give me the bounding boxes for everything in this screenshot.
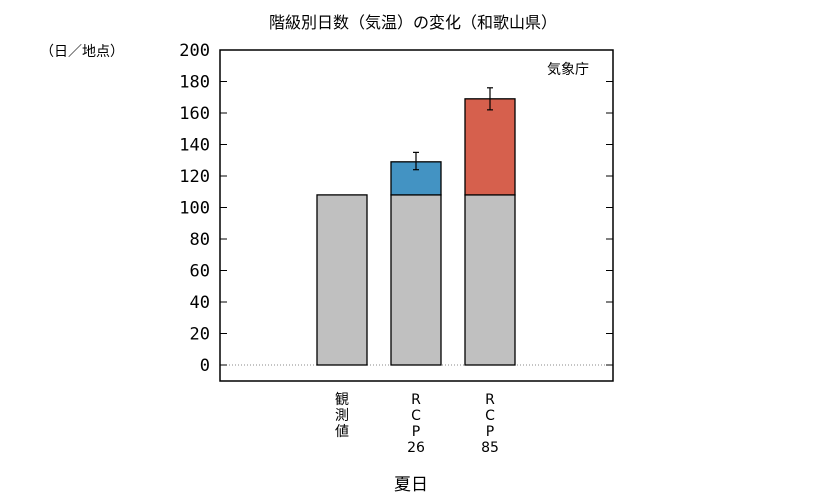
y-tick-label: 40 (190, 293, 210, 313)
x-tick-label-2: R (485, 392, 495, 408)
x-axis-title: 夏日 (394, 475, 428, 495)
y-tick-label: 20 (190, 325, 210, 345)
bar-base-1 (390, 194, 442, 366)
y-tick-label: 160 (179, 104, 210, 124)
plot-frame (219, 49, 614, 382)
bar-base-2 (464, 194, 516, 366)
y-tick-label: 80 (190, 230, 210, 250)
y-tick-label: 140 (179, 136, 210, 156)
y-tick-label: 180 (179, 73, 210, 93)
x-tick-label-1: C (411, 408, 421, 424)
source-label: 気象庁 (547, 62, 589, 78)
chart-title: 階級別日数（気温）の変化（和歌山県） (269, 13, 557, 32)
x-tick-label-0: 観 (335, 391, 349, 408)
y-tick-label: 0 (200, 356, 210, 376)
error-bars (413, 87, 493, 171)
x-tick-label-1: 26 (407, 440, 425, 456)
x-tick-label-1: P (412, 424, 420, 440)
x-tick-label-2: 85 (481, 440, 499, 456)
bar-increase-2 (464, 98, 516, 196)
x-tick-label-0: 測 (335, 408, 349, 424)
bar-base-0 (316, 194, 368, 366)
y-tick-label: 60 (190, 262, 210, 282)
y-tick-label: 200 (179, 41, 210, 61)
bar-series (316, 98, 516, 366)
x-tick-label-2: C (485, 408, 495, 424)
x-tick-label-1: R (411, 392, 421, 408)
unit-label: （日／地点） (40, 44, 124, 60)
y-tick-label: 100 (179, 199, 210, 219)
y-tick-label: 120 (179, 167, 210, 187)
x-tick-label-2: P (486, 424, 494, 440)
y-axis: 0 20 40 60 80 100 120 140 160 180 200 (179, 41, 613, 376)
x-tick-label-0: 値 (335, 424, 349, 440)
